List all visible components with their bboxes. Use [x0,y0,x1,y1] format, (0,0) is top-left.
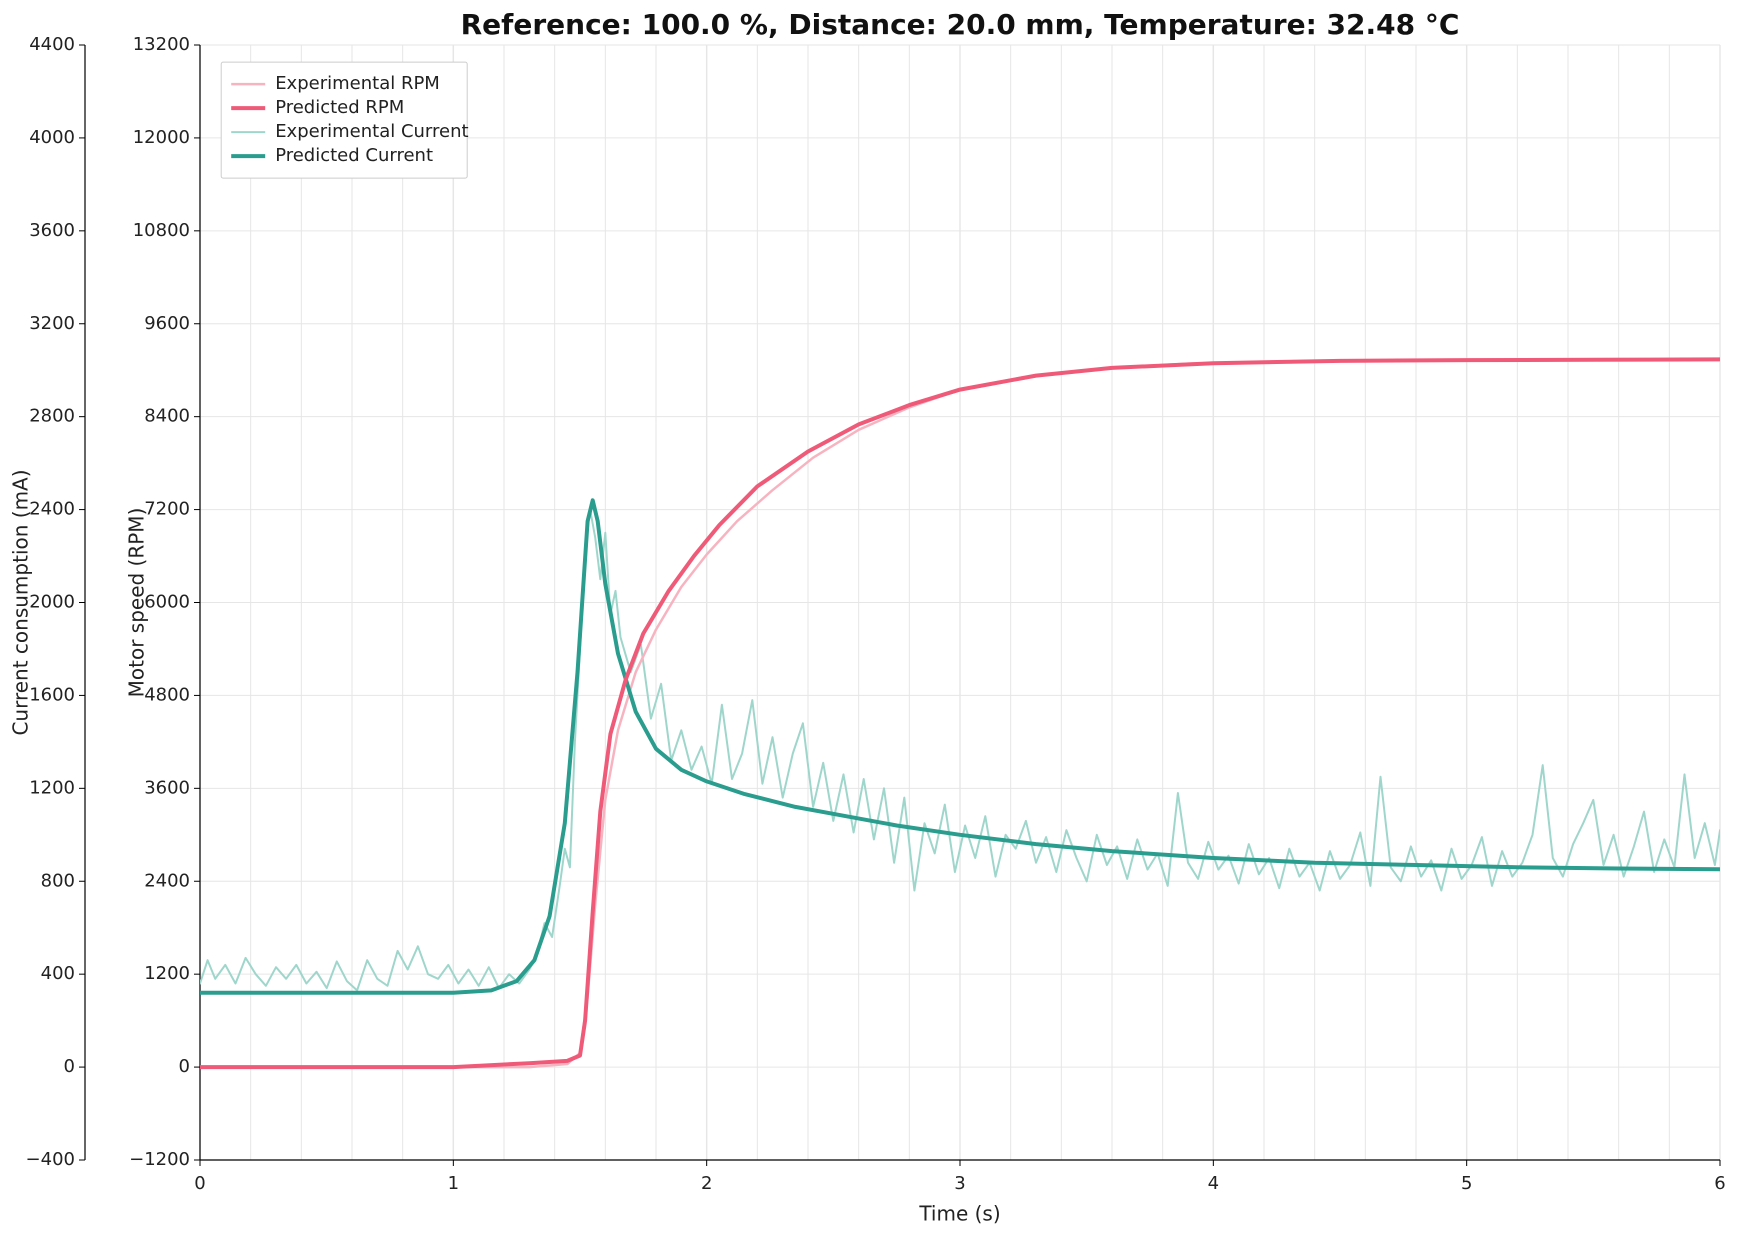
legend-label: Predicted RPM [275,97,404,118]
x-tick: 5 [1461,1173,1472,1194]
y-tick-mA: 1600 [29,684,75,705]
y-tick-mA: 2000 [29,592,75,613]
x-tick: 3 [954,1173,965,1194]
x-axis-label: Time (s) [918,1202,1000,1226]
y-tick-rpm: 3600 [144,777,190,798]
y-tick-mA: 2800 [29,406,75,427]
chart-title: Reference: 100.0 %, Distance: 20.0 mm, T… [461,8,1460,41]
y-tick-rpm: 10800 [133,220,190,241]
y-tick-mA: −400 [26,1149,75,1170]
x-tick: 6 [1714,1173,1725,1194]
y-tick-rpm: 2400 [144,870,190,891]
x-tick: 2 [701,1173,712,1194]
legend-label: Experimental RPM [275,73,440,94]
y-tick-rpm: 4800 [144,684,190,705]
y-tick-rpm: 0 [179,1056,190,1077]
y-tick-rpm: 6000 [144,592,190,613]
y-tick-rpm: 12000 [133,127,190,148]
y-tick-rpm: −1200 [129,1149,190,1170]
y-tick-mA: 3600 [29,220,75,241]
y-tick-rpm: 8400 [144,406,190,427]
y-tick-mA: 400 [41,963,75,984]
x-tick: 4 [1208,1173,1219,1194]
y-axis-label-rpm: Motor speed (RPM) [125,508,149,698]
legend-label: Predicted Current [275,145,433,166]
y-tick-rpm: 1200 [144,963,190,984]
y-tick-mA: 1200 [29,777,75,798]
y-tick-mA: 4000 [29,127,75,148]
y-tick-rpm: 9600 [144,313,190,334]
y-tick-rpm: 13200 [133,34,190,55]
y-tick-rpm: 7200 [144,499,190,520]
legend: Experimental RPM Predicted RPM Experimenta… [221,62,468,178]
y-tick-mA: 2400 [29,499,75,520]
x-tick: 0 [194,1173,205,1194]
y-tick-mA: 800 [41,870,75,891]
legend-label: Experimental Current [275,121,468,142]
chart-container: −400040080012001600200024002800320036004… [0,0,1753,1240]
y-tick-mA: 0 [64,1056,75,1077]
y-tick-mA: 4400 [29,34,75,55]
x-tick: 1 [448,1173,459,1194]
chart-svg: −400040080012001600200024002800320036004… [0,0,1753,1240]
y-axis-label-current: Current consumption (mA) [9,469,33,735]
y-tick-mA: 3200 [29,313,75,334]
